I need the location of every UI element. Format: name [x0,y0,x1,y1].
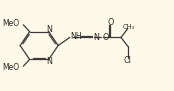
Text: O: O [102,33,108,42]
Text: CH₃: CH₃ [122,24,135,30]
Text: O: O [107,18,113,27]
Text: MeO: MeO [2,19,20,28]
Text: N: N [46,57,52,66]
Text: MeO: MeO [2,63,20,72]
Text: NH: NH [70,32,82,41]
Text: Cl: Cl [124,56,132,65]
Text: N: N [46,25,52,34]
Text: N: N [93,33,99,42]
